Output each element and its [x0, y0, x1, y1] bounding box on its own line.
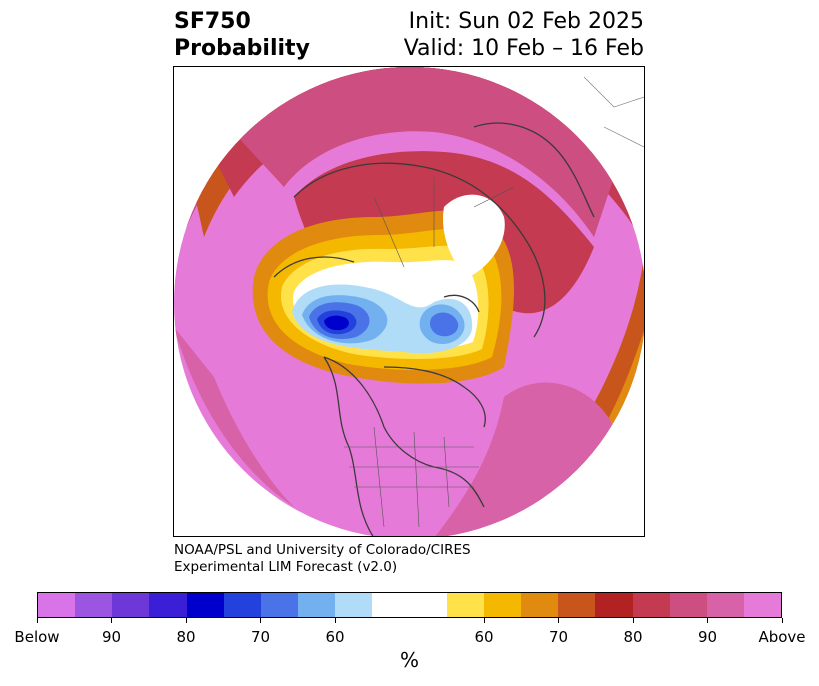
colorbar-tick-label: 70 [548, 628, 569, 646]
coastline [443, 294, 480, 313]
coastline [323, 356, 485, 508]
contour-ring [324, 315, 349, 331]
contour-ring [174, 327, 294, 507]
borders [344, 177, 515, 528]
contour-patch [443, 194, 505, 277]
colorbar-tick-label: 60 [325, 628, 345, 646]
colorbar-cell [743, 593, 782, 617]
border-line [373, 426, 385, 528]
colorbar-cell [632, 593, 670, 617]
colorbar-tick [334, 618, 336, 623]
credit-line-2: Experimental LIM Forecast (v2.0) [174, 559, 398, 575]
colorbar-tick-label: 80 [176, 628, 196, 646]
colorbar-cell [558, 593, 596, 617]
colorbar-cell [112, 593, 150, 617]
colorbar-tick-label: 60 [474, 628, 494, 646]
title-block: SF750 Probability [174, 8, 310, 62]
credit-line-1: NOAA/PSL and University of Colorado/CIRE… [174, 542, 471, 558]
colorbar-tick [707, 618, 708, 623]
colorbar-tick [260, 618, 261, 623]
colorbar-cell [669, 593, 707, 617]
colorbar-cell [595, 593, 633, 617]
colorbar-cell [335, 593, 373, 617]
title-variable: SF750 [174, 9, 251, 34]
colorbar-cell [223, 593, 261, 617]
colorbar-cell [38, 593, 76, 617]
forecast-dates: Init: Sun 02 Feb 2025 Valid: 10 Feb – 16… [404, 8, 644, 62]
colorbar-tick [111, 618, 112, 623]
colorbar-tick [781, 618, 783, 623]
contour-ring [174, 67, 644, 237]
colorbar-unit: % [399, 648, 419, 672]
border-line [473, 186, 515, 208]
border-line [373, 196, 405, 268]
colorbar-tick-label: 80 [623, 628, 643, 646]
colorbar-cell [706, 593, 744, 617]
credit-text: NOAA/PSL and University of Colorado/CIRE… [174, 542, 471, 576]
contour-ring [430, 312, 459, 337]
colorbar-cell [260, 593, 299, 617]
colorbar-cell [186, 593, 224, 617]
title-probability: Probability [174, 36, 310, 61]
border-line [443, 436, 450, 508]
colorbar-cell [521, 593, 559, 617]
colorbar-tick [185, 618, 187, 623]
colorbar-cell [409, 593, 447, 617]
colorbar-tick-label: 70 [250, 628, 271, 646]
colorbar-cell [149, 593, 187, 617]
map-panel [173, 66, 645, 537]
colorbar-cell [483, 593, 522, 617]
colorbar-cell [75, 593, 113, 617]
border-line [603, 126, 644, 148]
coastline [273, 256, 355, 278]
outer-borders [583, 76, 644, 148]
coastline [293, 162, 546, 338]
colorbar-cell [298, 593, 336, 617]
border-line [413, 431, 420, 528]
colorbar-cell [446, 593, 484, 617]
colorbar-tick [558, 618, 559, 623]
colorbar-tick-label: 90 [101, 628, 122, 646]
colorbar-tick-label: Above [758, 628, 806, 646]
coastline [383, 366, 486, 428]
coastlines [273, 122, 595, 536]
colorbar-tick [632, 618, 634, 623]
colorbar-ticks: Below 90 80 70 60 60 70 80 90 Above [14, 618, 806, 646]
border-line [583, 76, 644, 108]
colorbar-tick-label: Below [14, 628, 60, 646]
colorbar-tick [36, 618, 38, 623]
init-date: Init: Sun 02 Feb 2025 [408, 9, 644, 34]
colorbar-tick-label: 90 [697, 628, 718, 646]
colorbar [37, 592, 782, 618]
colorbar-tick [483, 618, 485, 623]
polar-map [174, 67, 644, 536]
valid-range: Valid: 10 Feb – 16 Feb [403, 36, 644, 61]
coastline [473, 122, 595, 218]
colorbar-cell [372, 593, 410, 617]
